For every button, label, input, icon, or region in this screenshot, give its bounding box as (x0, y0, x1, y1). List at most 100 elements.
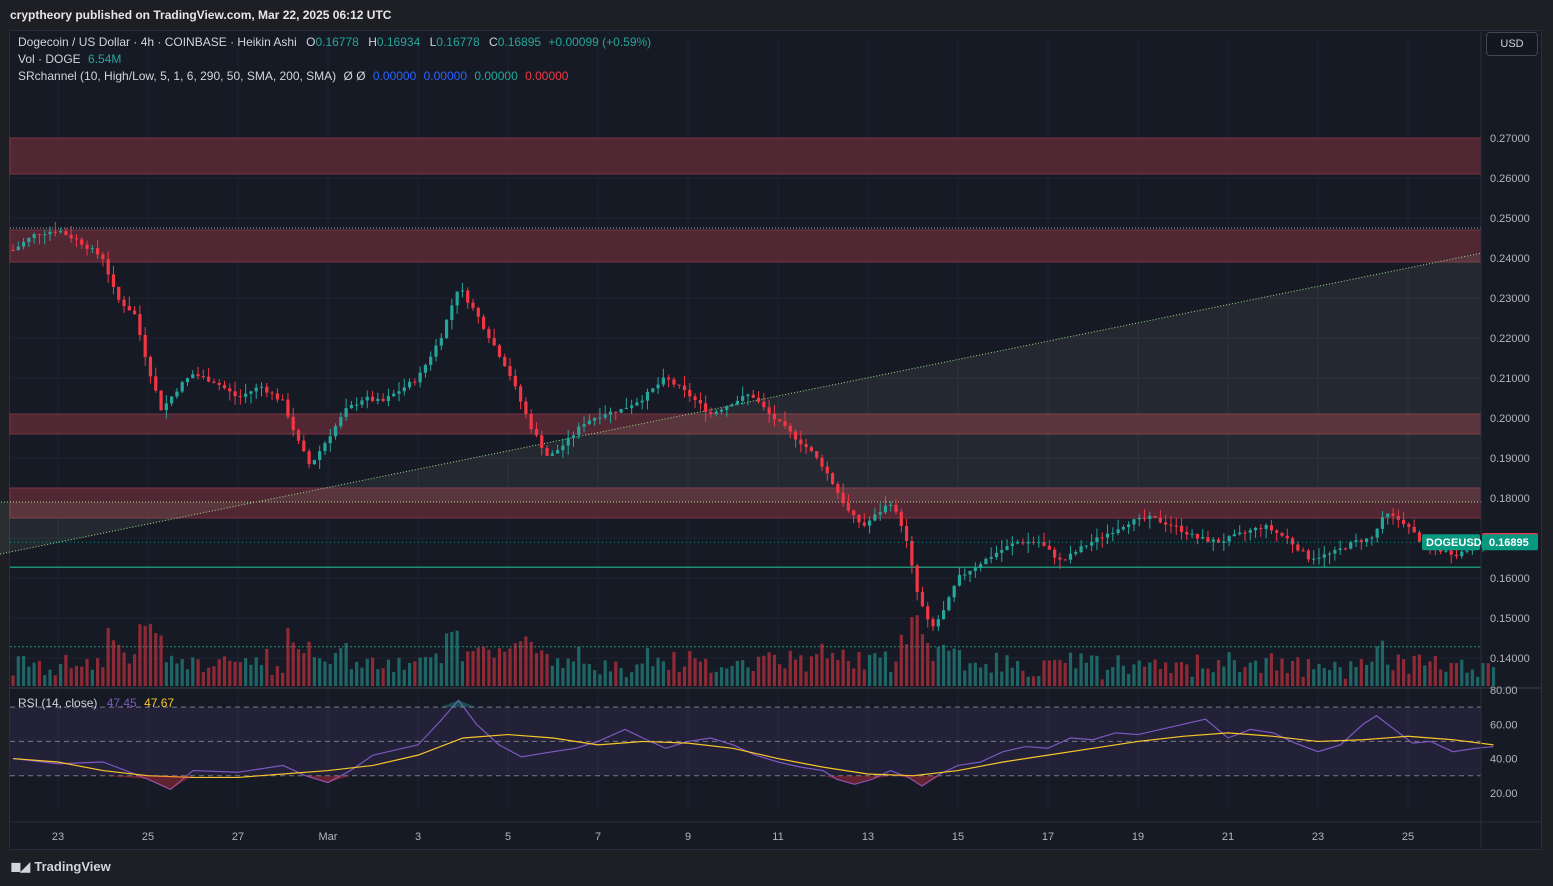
volume-bar (1439, 669, 1443, 686)
volume-bar (762, 655, 766, 686)
candle-body (994, 552, 999, 557)
candle-body (53, 231, 57, 233)
candle-body (281, 399, 285, 401)
volume-bar (1058, 660, 1062, 686)
candle-body (799, 439, 803, 445)
candle-body (1063, 559, 1067, 561)
candle-body (96, 248, 100, 255)
volume-bar (1285, 673, 1289, 686)
candle-body (973, 567, 977, 572)
rsi-oversold-fill (305, 775, 328, 783)
volume-bar (1486, 663, 1490, 686)
candle-body (1269, 525, 1274, 531)
candle-body (1164, 522, 1168, 525)
candle-body (1259, 527, 1263, 529)
candle-body (170, 396, 174, 404)
candle-body (1206, 537, 1210, 542)
candle-body (249, 391, 253, 394)
candle-body (1216, 539, 1221, 543)
candle-body (143, 335, 147, 357)
volume-bar (1042, 660, 1046, 686)
candle-body (333, 426, 338, 437)
volume-bar (27, 666, 31, 686)
volume-bar (1444, 671, 1448, 686)
resistance-zone (9, 487, 1482, 519)
candle-body (1174, 525, 1178, 527)
volume-bar (608, 671, 613, 686)
candle-body (423, 364, 428, 373)
volume-bar (836, 659, 840, 686)
volume-bar (1153, 659, 1157, 686)
volume-bar (1306, 659, 1311, 686)
volume-bar (577, 646, 581, 686)
close-label: C (489, 35, 498, 49)
volume-bar (360, 667, 364, 686)
candle-body (1370, 537, 1374, 539)
candle-body (58, 231, 63, 233)
volume-bar (1269, 653, 1274, 686)
candle-body (212, 381, 216, 383)
candle-body (698, 400, 702, 404)
time-tick-label: 25 (1402, 831, 1414, 843)
volume-bar (894, 661, 898, 686)
volume-bar (1238, 672, 1242, 686)
volume-bar (1063, 662, 1067, 686)
candle-body (1111, 533, 1115, 535)
volume-bar (1322, 667, 1326, 686)
candle-body (1396, 515, 1400, 520)
volume-bar (1174, 662, 1178, 686)
volume-bar (1491, 667, 1496, 686)
volume-bar (69, 668, 73, 686)
volume-bar (312, 657, 316, 686)
volume-bar (741, 660, 745, 686)
time-tick-label: 7 (595, 831, 601, 843)
indicator-value-4: 0.00000 (525, 69, 569, 83)
tradingview-logo[interactable]: ◼◢ TradingView (10, 858, 111, 875)
indicator-label[interactable]: SRchannel (10, High/Low, 5, 1, 6, 290, 5… (18, 69, 337, 83)
volume-bar (957, 649, 962, 686)
candle-body (328, 436, 332, 444)
candle-body (524, 401, 528, 414)
symbol-legend: Dogecoin / US Dollar · 4h · COINBASE · H… (18, 35, 651, 49)
rsi-tick-label: 80.00 (1490, 685, 1518, 697)
indicator-value-3: 0.00000 (474, 69, 518, 83)
volume-legend: Vol · DOGE 6.54M (18, 52, 121, 66)
volume-bar (767, 652, 771, 686)
candle-body (519, 386, 523, 402)
candle-body (1465, 550, 1469, 552)
candle-body (587, 420, 591, 425)
volume-bar (307, 641, 311, 686)
volume-bar (1100, 679, 1104, 686)
candle-body (244, 393, 248, 397)
candle-body (402, 387, 406, 392)
currency-button[interactable]: USD (1486, 32, 1538, 56)
candle-body (127, 306, 131, 311)
candle-body (1137, 517, 1141, 520)
volume-bar (392, 671, 396, 686)
volume-bar (1074, 668, 1078, 686)
candle-body (883, 505, 888, 513)
volume-bar (21, 655, 26, 686)
volume-bar (53, 675, 57, 686)
volume-bar (333, 652, 338, 686)
rsi-label[interactable]: RSI (14, close) (18, 696, 98, 710)
candle-body (1179, 525, 1184, 532)
rsi-oversold-fill (148, 775, 171, 790)
low-label: L (429, 35, 437, 49)
volume-bar (984, 664, 988, 686)
rsi-oversold-fill (170, 775, 193, 790)
volume-bar (1031, 676, 1036, 686)
volume-label[interactable]: Vol · DOGE (18, 52, 81, 66)
volume-bar (1465, 672, 1469, 686)
time-tick-label: 19 (1132, 831, 1144, 843)
candle-body (1402, 519, 1406, 525)
symbol-title[interactable]: Dogecoin / US Dollar · 4h · COINBASE · H… (18, 35, 297, 49)
volume-bar (275, 666, 279, 686)
candle-body (667, 377, 671, 380)
time-tick-label: 15 (952, 831, 964, 843)
volume-bar (418, 657, 422, 686)
volume-bar (688, 650, 692, 686)
candle-body (751, 394, 755, 398)
volume-bar (455, 630, 459, 686)
